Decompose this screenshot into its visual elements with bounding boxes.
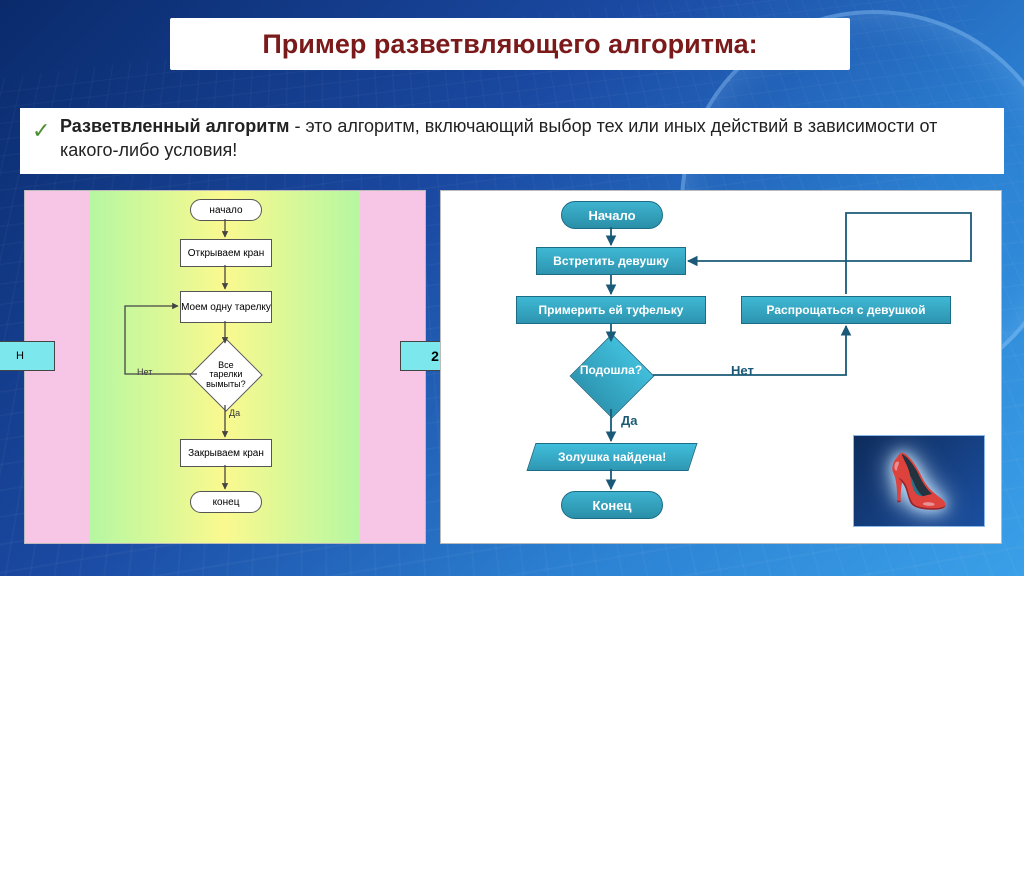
glass-shoe-image: 👠: [853, 435, 985, 527]
right-proc-1: Встретить девушку: [536, 247, 686, 275]
shoe-icon: 👠: [887, 451, 952, 512]
right-proc-2: Примерить ей туфельку: [516, 296, 706, 324]
right-end: Конец: [561, 491, 663, 519]
right-decision-label: Подошла?: [571, 363, 651, 377]
right-flowchart-panel: Начало Встретить девушку Примерить ей ту…: [440, 190, 1002, 544]
definition-term: Разветвленный алгоритм: [60, 116, 289, 136]
right-start: Начало: [561, 201, 663, 229]
left-yes-label: Да: [229, 408, 240, 418]
left-no-label: Нет: [137, 367, 152, 377]
left-start: начало: [190, 199, 262, 221]
definition-box: ✓ Разветвленный алгоритм - это алгоритм,…: [20, 108, 1004, 174]
left-proc-1: Открываем кран: [180, 239, 272, 267]
left-proc-3: Закрываем кран: [180, 439, 272, 467]
right-result: Золушка найдена!: [526, 443, 697, 471]
slide-title: Пример разветвляющего алгоритма:: [170, 18, 850, 70]
left-end: конец: [190, 491, 262, 513]
left-flowchart-panel: Н 2 начало Открываем кран Моем одну таре…: [24, 190, 426, 544]
left-proc-2: Моем одну тарелку: [180, 291, 272, 323]
right-yes-label: Да: [621, 413, 638, 428]
slide: Пример разветвляющего алгоритма: ✓ Разве…: [0, 0, 1024, 576]
right-no-label: Нет: [731, 363, 754, 378]
side-box-left: Н: [0, 341, 55, 371]
checkmark-icon: ✓: [32, 116, 50, 146]
right-proc-3: Распрощаться с девушкой: [741, 296, 951, 324]
